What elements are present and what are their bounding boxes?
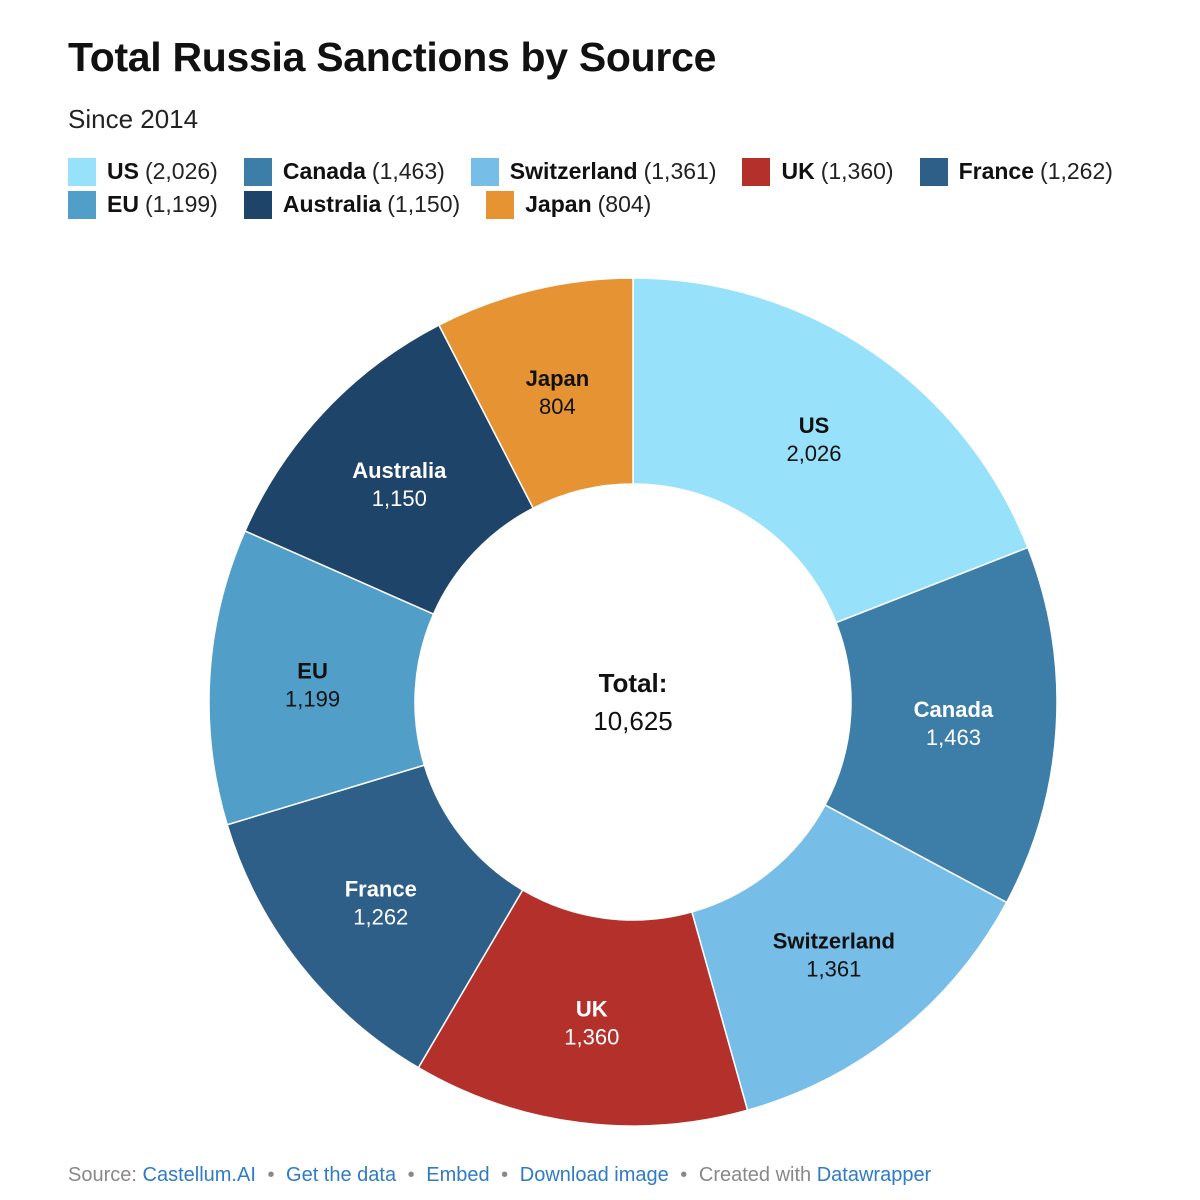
embed-link[interactable]: Embed [426, 1164, 490, 1186]
legend-swatch [742, 157, 771, 186]
legend-item-japan: Japan (804) [486, 189, 651, 220]
legend-label: Canada [282, 158, 366, 184]
legend-swatch [919, 157, 948, 186]
legend-value: (1,150) [387, 191, 461, 217]
center-total-value: 10,625 [593, 706, 673, 736]
download-image-link[interactable]: Download image [519, 1164, 669, 1186]
legend-swatch [486, 190, 515, 219]
footer-separator: • [680, 1164, 688, 1186]
slice-label-value: 1,360 [564, 1024, 619, 1049]
legend-swatch [243, 157, 272, 186]
source-link[interactable]: Castellum.AI [142, 1164, 256, 1186]
get-the-data-link[interactable]: Get the data [286, 1164, 397, 1186]
legend-item-australia: Australia (1,150) [243, 189, 461, 220]
footer-separator: • [501, 1164, 509, 1186]
slice-canada [824, 546, 1058, 904]
legend-item-canada: Canada (1,463) [243, 156, 445, 187]
slice-label-name: US [799, 413, 830, 438]
chart-footer: Source: Castellum.AI • Get the data • Em… [68, 1164, 931, 1187]
legend-value: (1,463) [371, 158, 445, 184]
chart-subtitle: Since 2014 [68, 104, 199, 134]
legend-label: Australia [282, 191, 382, 217]
slice-label-value: 1,262 [353, 905, 408, 930]
legend-label: EU [107, 191, 139, 217]
legend-value: (1,360) [820, 158, 894, 184]
chart-title: Total Russia Sanctions by Source [68, 34, 717, 80]
datawrapper-link[interactable]: Datawrapper [816, 1164, 932, 1186]
legend-item-switzerland: Switzerland (1,361) [470, 156, 717, 187]
legend-item-france: France (1,262) [919, 156, 1113, 187]
legend-label: US [107, 158, 139, 184]
created-with-text: Created with [698, 1164, 812, 1186]
slice-label-name: France [345, 877, 417, 902]
slice-japan [437, 277, 634, 510]
slice-label-value: 1,199 [285, 687, 340, 712]
legend-value: (804) [597, 191, 652, 217]
chart-legend: US (2,026) Canada (1,463) Switzerland (1,361)… [68, 156, 1158, 220]
slice-label-value: 2,026 [786, 441, 841, 466]
slice-label-value: 1,150 [372, 486, 427, 511]
slice-france [226, 764, 524, 1069]
legend-label: Switzerland [509, 158, 638, 184]
footer-separator: • [267, 1164, 275, 1186]
slice-label-name: Japan [526, 366, 590, 391]
source-prefix: Source: [68, 1164, 137, 1186]
slice-label-name: Switzerland [773, 928, 895, 953]
slice-label-name: UK [576, 996, 608, 1021]
legend-label: UK [781, 158, 815, 184]
legend-item-us: US (2,026) [68, 156, 218, 187]
slice-label-name: Australia [352, 458, 447, 483]
slice-label-name: Canada [914, 697, 994, 722]
legend-value: (1,199) [144, 191, 218, 217]
legend-swatch [243, 190, 272, 219]
slice-us [632, 277, 1029, 624]
legend-label: France [958, 158, 1035, 184]
slice-uk [417, 888, 749, 1127]
legend-label: Japan [525, 191, 592, 217]
slice-label-value: 1,463 [926, 725, 981, 750]
footer-separator: • [407, 1164, 415, 1186]
legend-item-eu: EU (1,199) [68, 189, 218, 220]
legend-value: (2,026) [144, 158, 218, 184]
slice-label-name: EU [297, 659, 328, 684]
slice-eu [208, 529, 435, 826]
center-total-label: Total: [599, 668, 668, 698]
slice-switzerland [690, 804, 1008, 1112]
legend-value: (1,262) [1040, 158, 1113, 184]
legend-swatch [68, 157, 96, 186]
legend-swatch [68, 190, 96, 219]
legend-value: (1,361) [643, 158, 717, 184]
legend-item-uk: UK (1,360) [742, 156, 894, 187]
slice-label-value: 804 [539, 394, 576, 419]
slice-label-value: 1,361 [806, 956, 861, 981]
legend-swatch [470, 157, 499, 186]
